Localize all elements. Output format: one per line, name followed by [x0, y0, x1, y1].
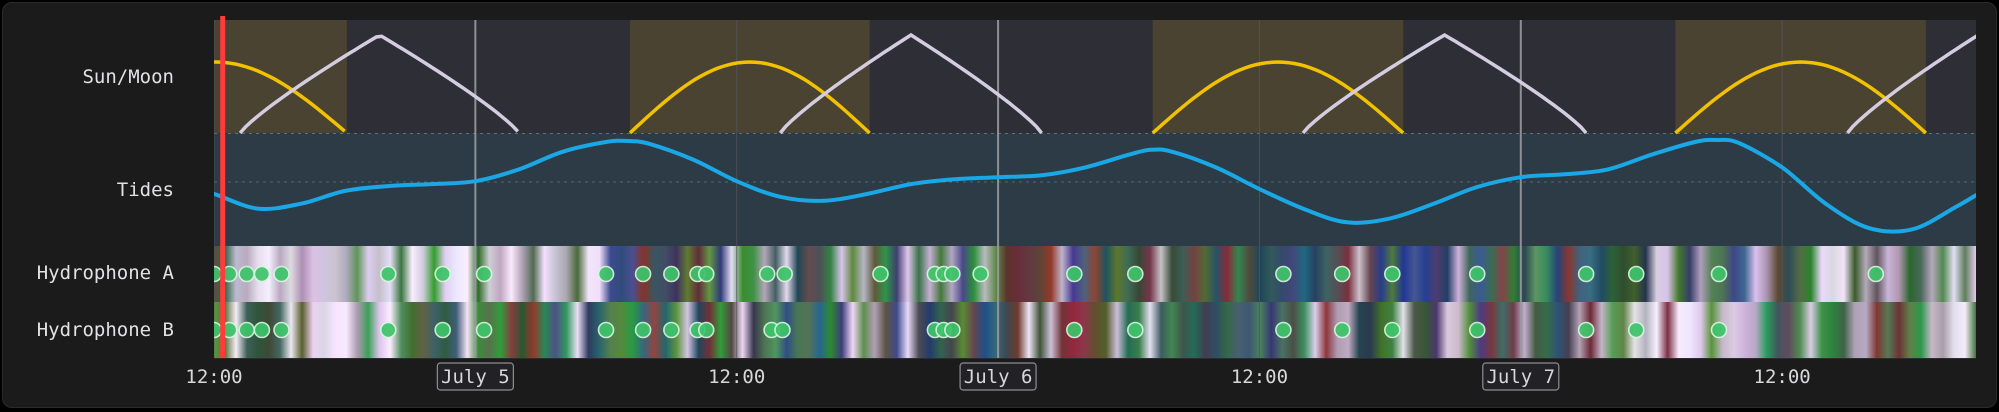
hydrophone-b-detection [1066, 321, 1083, 339]
hydrophone-a-spectrogram [214, 246, 1976, 302]
moon-arc [1301, 32, 1588, 135]
hydrophone-a-detection [872, 265, 889, 283]
hydrophone-a-detection [776, 265, 793, 283]
hydrophone-a-detection [1275, 265, 1292, 283]
date-label-box [1482, 362, 1560, 391]
hydrophone-b-detection [1577, 321, 1595, 339]
hydrophone-a-detection [1383, 265, 1401, 283]
hydrophone-b-detection [1710, 321, 1728, 339]
hydrophone-a-detection [758, 265, 776, 283]
hydrophone-b-detection [1468, 321, 1486, 339]
row-label-tides: Tides [116, 179, 174, 201]
hydrophone-b-detection [379, 321, 397, 339]
hydrophone-b-detection [475, 321, 493, 339]
sun-arc [628, 60, 871, 135]
hydrophone-a-detection [434, 265, 451, 283]
hydrophone-a-detection [972, 265, 989, 283]
hydrophone-b-detection [774, 321, 791, 339]
moon-arc [238, 34, 520, 135]
moon-arc [1846, 34, 1976, 135]
hydrophone-a-detection [634, 265, 652, 283]
day-band [1152, 20, 1404, 133]
date-label-box [436, 362, 514, 391]
hydrophone-a-detection [1333, 265, 1351, 283]
hydrophone-b-detection [1275, 321, 1292, 339]
hydrophone-b-detection [273, 321, 290, 339]
hydrophone-b-detection [214, 321, 223, 339]
hydrophone-a-detection [1066, 265, 1083, 283]
hydrophone-b-detection [1333, 321, 1351, 339]
hydrophone-b-spectrogram [214, 302, 1976, 358]
hydrophone-b-detection [434, 321, 451, 339]
hydrophone-a-detection [1468, 265, 1486, 283]
day-band [629, 20, 870, 133]
hydrophone-b-detection [634, 321, 652, 339]
hydrophone-b-detection [663, 321, 680, 339]
tide-curve [214, 137, 1976, 234]
date-label-box [959, 362, 1037, 391]
time-tick-label: 12:00 [1231, 366, 1288, 388]
row-label-hydrophone-b: Hydrophone B [36, 319, 174, 341]
hydrophone-a-detection [253, 265, 271, 283]
hydrophone-a-detection [214, 265, 223, 283]
hydrophone-b-detection [944, 321, 961, 339]
hydrophone-b-detection [1627, 321, 1645, 339]
sun-arc [214, 60, 346, 133]
time-tick-label: 12:00 [708, 366, 765, 388]
hydrophone-a-detection [663, 265, 680, 283]
tides-panel [214, 133, 1976, 246]
row-label-hydrophone-a: Hydrophone A [36, 262, 174, 284]
date-tick-label: July 5 [441, 366, 510, 388]
time-tick-label: 12:00 [1754, 366, 1811, 388]
hydrophone-a-detection [273, 265, 290, 283]
moon-arc [778, 32, 1043, 135]
hydrophone-b-detection [253, 321, 271, 339]
hydrophone-b-detection [697, 321, 715, 339]
hydrophone-a-detection [597, 265, 615, 283]
hydrophone-a-detection [379, 265, 397, 283]
date-tick-label: July 6 [964, 366, 1033, 388]
hydrophone-a-detection [1710, 265, 1728, 283]
hydrophone-b-detection [1126, 321, 1144, 339]
time-tick-label: 12:00 [185, 366, 242, 388]
row-label-sunmoon: Sun/Moon [82, 66, 174, 88]
date-tick-label: July 7 [1486, 366, 1555, 388]
plot-area [214, 20, 1976, 358]
hydrophone-a-detection [1867, 265, 1885, 283]
hydrophone-a-detection [1126, 265, 1144, 283]
sun-arc [1674, 60, 1928, 135]
hydrophone-b-detection [1383, 321, 1401, 339]
hydrophone-a-detection [1577, 265, 1595, 283]
hydrophone-b-detection [238, 321, 255, 339]
day-band [1675, 20, 1926, 133]
hydrophone-a-detection [944, 265, 961, 283]
hydrophone-a-detection [238, 265, 255, 283]
hydrophone-a-detection [697, 265, 715, 283]
hydrophone-a-detection [475, 265, 493, 283]
hydrophone-a-detection [1627, 265, 1645, 283]
hydrophone-b-detection [597, 321, 615, 339]
sun-arc [1151, 60, 1405, 135]
